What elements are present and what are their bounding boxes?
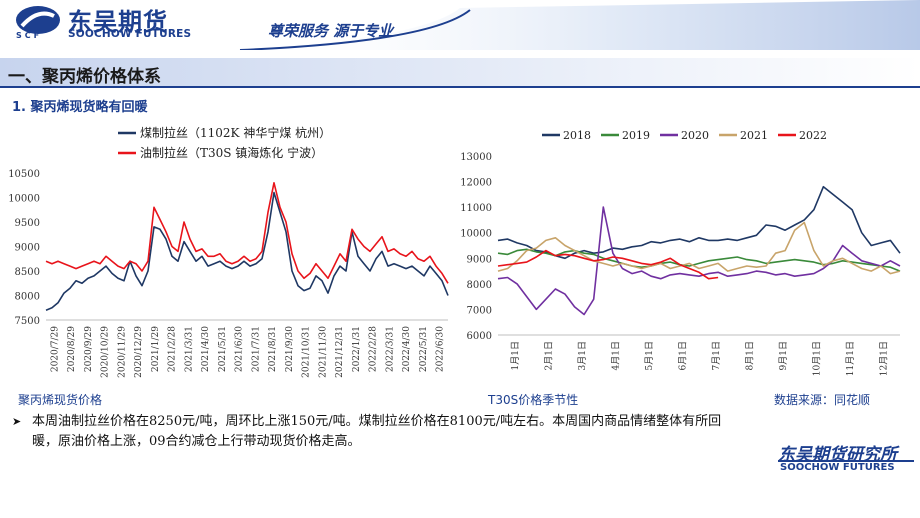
x-tick-label: 2020/7/29 — [50, 326, 60, 372]
y-tick-label: 8000 — [467, 280, 492, 291]
x-tick-label: 2020/10/29 — [101, 326, 111, 378]
y-tick-label: 12000 — [460, 178, 492, 189]
slogan: 尊荣服务 源于专业 — [268, 22, 394, 40]
x-tick-label: 12月1日 — [878, 341, 889, 376]
legend-label: 2018 — [563, 129, 591, 142]
x-tick-label: 2021/10/31 — [302, 326, 312, 378]
company-logo-icon — [14, 6, 62, 42]
legend-label: 2022 — [799, 129, 827, 142]
commentary-text: 本周油制拉丝价格在8250元/吨，周环比上涨150元/吨。煤制拉丝价格在8100… — [32, 414, 722, 449]
x-tick-label: 2021/12/31 — [335, 326, 345, 378]
y-tick-label: 9000 — [467, 254, 492, 265]
seasonality-chart: 6000 7000 8000 9000 10000 11000 12000 13000 1月1日… — [460, 129, 901, 376]
y-tick-label: 10500 — [8, 169, 40, 180]
legend-label: 2019 — [622, 129, 650, 142]
x-tick-label: 2021/5/31 — [218, 326, 228, 372]
x-tick-label: 2021/11/30 — [318, 326, 328, 378]
x-tick-label: 1月1日 — [510, 341, 521, 370]
y-tick-label: 9500 — [15, 218, 40, 229]
x-tick-label: 2021/1/29 — [151, 326, 161, 372]
x-tick-label: 2021/4/30 — [201, 326, 211, 372]
commentary: ➤ 本周油制拉丝价格在8250元/吨，周环比上涨150元/吨。煤制拉丝价格在81… — [12, 412, 732, 452]
x-tick-label: 7月1日 — [711, 341, 722, 370]
y-tick-label: 11000 — [460, 203, 492, 214]
footer-rule — [778, 460, 914, 462]
section-subtitle: 1. 聚丙烯现货略有回暖 — [12, 100, 148, 115]
x-tick-label: 2022/6/30 — [436, 326, 446, 372]
header: SCF 东吴期货 SOOCHOW FUTURES 尊荣服务 源于专业 — [0, 0, 920, 50]
x-tick-label: 4月1日 — [610, 341, 621, 370]
y-tick-label: 10000 — [460, 229, 492, 240]
brand-name-en: SOOCHOW FUTURES — [68, 28, 192, 40]
x-tick-label: 2020/9/29 — [84, 326, 94, 372]
y-tick-label: 8500 — [15, 267, 40, 278]
caption-right: T30S价格季节性 — [488, 393, 579, 407]
x-tick-label: 8月1日 — [744, 341, 755, 370]
x-tick-label: 2022/4/30 — [402, 326, 412, 372]
section-title: 一、聚丙烯价格体系 — [8, 67, 161, 87]
x-tick-label: 2020/11/29 — [117, 326, 127, 378]
spot-price-chart: 7500 8000 8500 9000 9500 10000 10500 2020/7/29 2… — [8, 125, 449, 378]
brand-name: 东吴期货 — [68, 8, 168, 36]
x-tick-label: 11月1日 — [845, 341, 856, 376]
series-line — [497, 221, 901, 275]
header-band — [230, 0, 920, 50]
legend-label: 煤制拉丝（1102K 神华宁煤 杭州） — [140, 125, 331, 140]
x-tick-label: 2021/2/28 — [168, 326, 178, 372]
x-tick-label: 3月1日 — [577, 341, 588, 370]
y-tick-label: 7000 — [467, 305, 492, 316]
x-tick-label: 2021/6/30 — [235, 326, 245, 372]
series-line — [45, 181, 449, 284]
x-tick-label: 2021/3/31 — [184, 326, 194, 372]
x-tick-label: 2022/5/31 — [419, 326, 429, 372]
footer-brand-en: SOOCHOW FUTURES — [780, 462, 895, 473]
y-tick-label: 8000 — [15, 292, 40, 303]
series-line — [45, 191, 449, 311]
x-tick-label: 2022/2/28 — [369, 326, 379, 372]
x-tick-label: 2022/1/31 — [352, 326, 362, 372]
x-tick-label: 2020/12/29 — [134, 326, 144, 378]
y-tick-label: 9000 — [15, 243, 40, 254]
x-tick-label: 2021/7/31 — [251, 326, 261, 372]
y-tick-label: 13000 — [460, 152, 492, 163]
y-tick-label: 6000 — [467, 331, 492, 342]
logo-abbr: SCF — [16, 31, 43, 40]
x-tick-label: 10月1日 — [811, 341, 822, 376]
x-tick-label: 2022/3/31 — [385, 326, 395, 372]
legend-label: 2021 — [740, 129, 768, 142]
caption-left: 聚丙烯现货价格 — [18, 393, 103, 407]
x-tick-label: 6月1日 — [677, 341, 688, 370]
x-tick-label: 5月1日 — [644, 341, 655, 370]
x-tick-label: 2021/9/30 — [285, 326, 295, 372]
series-line — [497, 248, 901, 272]
y-tick-label: 10000 — [8, 194, 40, 205]
x-tick-label: 9月1日 — [778, 341, 789, 370]
x-tick-label: 2021/8/31 — [268, 326, 278, 372]
bullet-arrow-icon: ➤ — [12, 415, 22, 428]
y-tick-label: 7500 — [15, 316, 40, 327]
series-line — [497, 249, 719, 280]
x-tick-label: 2月1日 — [543, 341, 554, 370]
legend-label: 油制拉丝（T30S 镇海炼化 宁波） — [140, 145, 323, 160]
data-source: 数据来源：同花顺 — [774, 393, 871, 407]
series-line — [497, 185, 901, 260]
section-bar — [0, 58, 920, 88]
legend-label: 2020 — [681, 129, 709, 142]
x-tick-label: 2020/8/29 — [67, 326, 77, 372]
